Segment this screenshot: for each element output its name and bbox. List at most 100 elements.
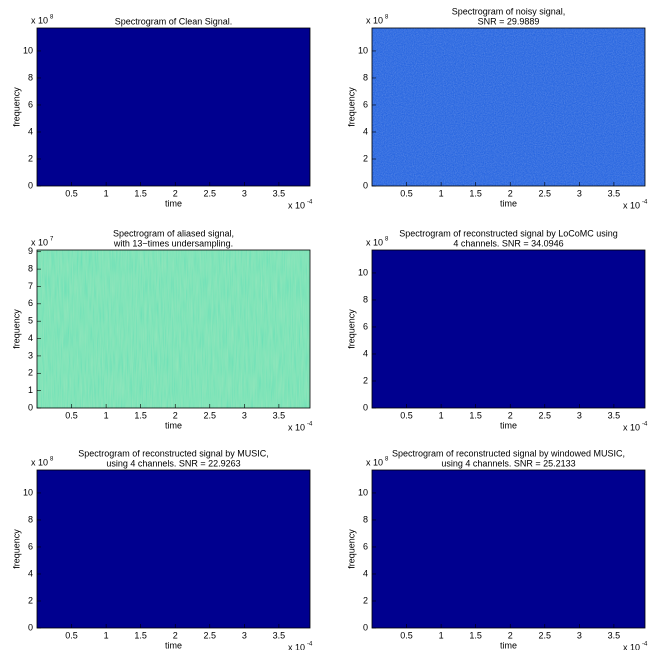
panel-title: using 4 channels. SNR = 25.2133: [441, 458, 575, 468]
axes-box: [371, 249, 646, 409]
y-tick-label: 4: [28, 333, 33, 343]
x-tick-label: 1.5: [134, 188, 147, 198]
x-tick-label: 1: [104, 630, 109, 640]
x-axis-label: time: [500, 198, 517, 208]
x-tick-label: 3.5: [608, 410, 621, 420]
spectrogram-image: [372, 250, 645, 408]
axes-box: [36, 249, 311, 409]
x-tick-label: 2: [173, 630, 178, 640]
y-tick-label: 0: [28, 402, 33, 412]
x-tick-label: 3: [242, 410, 247, 420]
panel: Spectrogram of Clean Signal. 0.5 1 1.5 2 2.5 3…: [11, 15, 313, 211]
x-tick-label: 0.5: [400, 630, 413, 640]
y-axis-label: frequency: [11, 87, 21, 127]
y-axis-label: frequency: [346, 87, 356, 127]
x-tick-label: 0.5: [65, 630, 78, 640]
spectrogram-image: [37, 28, 310, 186]
noise-texture: [37, 250, 310, 408]
y-exponent: x 10: [31, 15, 48, 25]
x-axis-label: time: [500, 640, 517, 650]
y-tick-label: 2: [363, 153, 368, 163]
x-exponent: x 10: [623, 200, 640, 210]
panel-title: 4 channels. SNR = 34.0946: [453, 238, 563, 248]
y-exponent: x 10: [366, 457, 383, 467]
panel-title: Spectrogram of reconstructed signal by L…: [399, 228, 618, 238]
y-tick-label: 8: [28, 263, 33, 273]
x-exponent-power: -4: [307, 200, 313, 206]
x-axis-label: time: [165, 198, 182, 208]
y-tick-label: 2: [363, 375, 368, 385]
y-tick-label: 3: [28, 350, 33, 360]
y-exponent-power: 8: [385, 237, 389, 243]
y-tick-label: 6: [28, 541, 33, 551]
y-tick-label: 2: [28, 595, 33, 605]
y-exponent: x 10: [31, 237, 48, 247]
y-axis-label: frequency: [346, 309, 356, 349]
panel: Spectrogram of aliased signal,with 13−ti…: [11, 228, 313, 432]
y-tick-label: 7: [28, 281, 33, 291]
x-tick-label: 2: [508, 188, 513, 198]
y-tick-label: 8: [363, 294, 368, 304]
y-tick-label: 2: [28, 368, 33, 378]
panel-title: Spectrogram of Clean Signal.: [115, 16, 233, 26]
spectrogram-image: [372, 470, 645, 628]
x-tick-label: 0.5: [400, 410, 413, 420]
panel-title: Spectrogram of aliased signal,: [113, 228, 234, 238]
y-tick-label: 10: [23, 487, 33, 497]
x-tick-label: 2.5: [539, 410, 552, 420]
x-exponent: x 10: [288, 642, 305, 650]
y-tick-label: 9: [28, 246, 33, 256]
y-tick-label: 8: [28, 72, 33, 82]
x-tick-label: 1.5: [134, 630, 147, 640]
y-tick-label: 8: [363, 72, 368, 82]
x-tick-label: 2.5: [204, 630, 217, 640]
axes-box: [371, 27, 646, 187]
x-tick-label: 3.5: [608, 630, 621, 640]
x-tick-label: 3.5: [273, 188, 286, 198]
x-exponent-power: -4: [307, 642, 313, 648]
x-tick-label: 2: [173, 188, 178, 198]
y-tick-label: 0: [363, 622, 368, 632]
x-tick-label: 3: [242, 188, 247, 198]
panel-title: Spectrogram of reconstructed signal by w…: [392, 448, 625, 458]
y-tick-label: 4: [363, 568, 368, 578]
x-axis-label: time: [500, 420, 517, 430]
x-tick-label: 1: [439, 410, 444, 420]
y-tick-label: 8: [363, 514, 368, 524]
y-tick-label: 6: [363, 321, 368, 331]
x-axis-label: time: [165, 420, 182, 430]
y-tick-label: 0: [363, 402, 368, 412]
y-tick-label: 4: [363, 126, 368, 136]
x-exponent-power: -4: [642, 200, 648, 206]
x-tick-label: 0.5: [65, 188, 78, 198]
y-tick-label: 4: [363, 348, 368, 358]
axes-box: [36, 469, 311, 629]
x-tick-label: 2: [508, 630, 513, 640]
y-axis-label: frequency: [346, 529, 356, 569]
y-exponent-power: 8: [385, 457, 389, 463]
x-exponent: x 10: [623, 642, 640, 650]
x-tick-label: 2.5: [539, 630, 552, 640]
panel: Spectrogram of reconstructed signal by L…: [346, 228, 648, 432]
x-tick-label: 2: [508, 410, 513, 420]
x-tick-label: 3.5: [273, 630, 286, 640]
y-tick-label: 6: [28, 99, 33, 109]
y-tick-label: 6: [363, 541, 368, 551]
y-axis-label: frequency: [11, 529, 21, 569]
x-tick-label: 2: [173, 410, 178, 420]
y-exponent: x 10: [366, 237, 383, 247]
y-tick-label: 2: [363, 595, 368, 605]
y-tick-label: 10: [358, 45, 368, 55]
y-tick-label: 4: [28, 568, 33, 578]
panel-title: with 13−times undersampling.: [113, 238, 233, 248]
x-axis-label: time: [165, 640, 182, 650]
panel: Spectrogram of noisy signal,SNR = 29.988…: [346, 6, 648, 210]
x-tick-label: 1: [104, 410, 109, 420]
y-tick-label: 0: [28, 180, 33, 190]
x-tick-label: 1.5: [134, 410, 147, 420]
x-tick-label: 2.5: [539, 188, 552, 198]
y-tick-label: 6: [363, 99, 368, 109]
y-exponent: x 10: [31, 457, 48, 467]
y-tick-label: 0: [28, 622, 33, 632]
